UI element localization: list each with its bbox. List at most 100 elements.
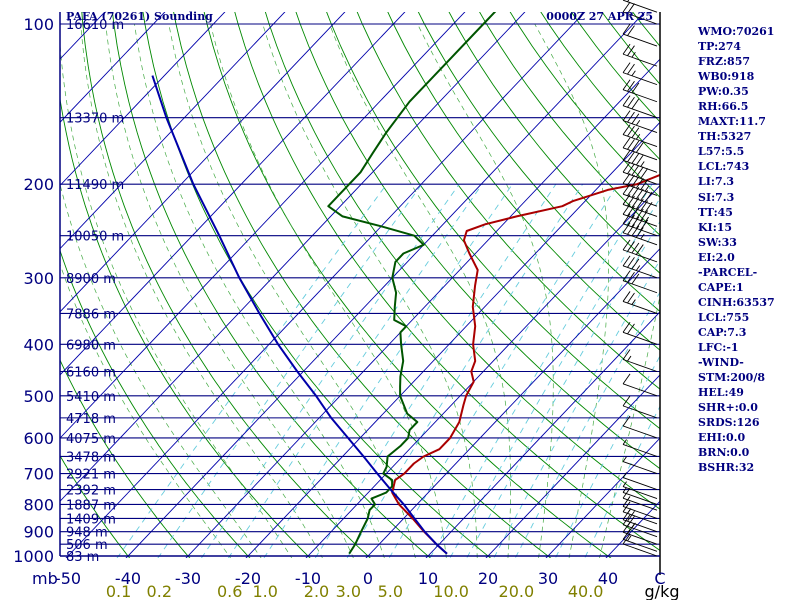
pressure-tick-label: 600: [23, 429, 54, 448]
wind-barb: [622, 415, 658, 439]
pressure-tick-label: 900: [23, 523, 54, 542]
dry-adiabat: [173, 12, 552, 558]
moist-adiabat: [134, 23, 385, 558]
wind-barb: [622, 472, 658, 490]
mixing-ratio-line: [554, 355, 660, 558]
mixing-ratio-line: [388, 183, 619, 558]
chart-time: 0000Z 27 APR 25: [546, 10, 653, 23]
mixing-ratio-line: [157, 183, 423, 558]
plot-area: [60, 12, 660, 556]
index-item: LCL:755: [698, 310, 750, 324]
dry-adiabat: [417, 12, 660, 313]
isotherm: [185, 58, 660, 558]
temperature-tick-label: 30: [538, 569, 558, 588]
mixing-ratio-tick-label: 5.0: [378, 582, 403, 600]
height-labels: 16610 m 13370 m 11490 m 10050 m 8900 m 7886 m…: [66, 18, 124, 565]
index-item: SHR+:0.0: [698, 401, 758, 415]
wind-barb: [622, 373, 658, 397]
temperature-curve: [391, 173, 660, 555]
mixing-ratio-tick-label: 0.6: [217, 582, 242, 600]
mixing-ratio-tick-label: 1.0: [252, 582, 277, 600]
sounding-curves: [151, 12, 660, 555]
wind-barb: [622, 270, 658, 294]
index-item: TP:274: [698, 40, 742, 54]
index-item: WB0:918: [698, 70, 755, 84]
wind-barb: [622, 456, 658, 475]
dry-adiabat: [387, 12, 660, 351]
height-label: 5410 m: [66, 390, 116, 405]
wind-barb: [622, 23, 658, 47]
wind-barb: [622, 0, 658, 13]
index-item: SW:33: [698, 235, 737, 249]
sounding-indices-panel: WMO:70261 TP:274 FRZ:857 WB0:918 PW:0.35 RH:6…: [698, 24, 798, 475]
pressure-tick-label: 200: [23, 175, 54, 194]
pressure-tick-label: 300: [23, 269, 54, 288]
moist-adiabat: [262, 23, 478, 558]
wind-barb: [622, 496, 658, 519]
dry-adiabat: [111, 12, 432, 558]
isotherm: [60, 12, 286, 250]
height-label: 948 m: [66, 526, 108, 541]
mixing-ratio-tick-label: 0.1: [106, 582, 131, 600]
wind-barb: [622, 79, 658, 103]
wind-barbs: [622, 0, 658, 557]
height-label: 2392 m: [66, 484, 116, 499]
pressure-tick-label: 400: [23, 335, 54, 354]
index-item: RH:66.5: [698, 100, 749, 114]
index-item: EI:2.0: [698, 250, 735, 264]
wind-barb: [622, 43, 658, 67]
dry-adiabat: [295, 12, 660, 470]
height-label: 16610 m: [66, 18, 124, 33]
index-item: FRZ:857: [698, 55, 751, 69]
index-item: TT:45: [698, 205, 733, 219]
height-label: 8900 m: [66, 272, 116, 287]
dry-adiabat: [479, 12, 660, 236]
index-item: SRDS:126: [698, 416, 760, 430]
index-item: PW:0.35: [698, 85, 749, 99]
index-item: L57:5.5: [698, 145, 745, 159]
height-label: 11490 m: [66, 178, 124, 193]
isotherm: [60, 12, 406, 376]
dry-adiabat: [356, 12, 660, 390]
dry-adiabat: [326, 12, 660, 430]
wind-barb: [622, 395, 658, 419]
isotherm: [60, 12, 226, 187]
wind-barb: [622, 173, 658, 196]
index-item: HEL:49: [698, 386, 744, 400]
wind-barb: [622, 322, 658, 345]
temperature-corner-label: C: [654, 569, 665, 588]
index-item: CINH:63537: [698, 295, 775, 309]
dry-adiabat: [448, 12, 660, 274]
wind-barb: [622, 514, 658, 538]
isotherm: [60, 12, 166, 123]
height-label: 10050 m: [66, 230, 124, 245]
mixing-ratio-tick-label: 3.0: [336, 582, 361, 600]
moist-adiabat: [60, 263, 232, 558]
index-item: STM:200/8: [698, 371, 765, 385]
index-item: WMO:70261: [698, 25, 775, 38]
mixing-ratio-tick-label: 40.0: [568, 582, 604, 600]
isotherm: [60, 12, 346, 313]
index-item: SI:7.3: [698, 190, 735, 204]
height-label: 1887 m: [66, 498, 116, 513]
wind-barb: [622, 222, 658, 246]
wind-barb: [622, 137, 658, 161]
mixing-ratio-line: [466, 220, 660, 558]
height-label: 6980 m: [66, 338, 116, 353]
temperature-tick-label: -10: [295, 569, 321, 588]
wind-barb: [622, 439, 658, 457]
height-label: 506 m: [66, 538, 108, 553]
temperature-tick-label: 20: [478, 569, 498, 588]
grid-background: [60, 12, 660, 558]
moist-adiabat: [599, 294, 660, 558]
isotherm: [60, 12, 106, 60]
height-label: 6160 m: [66, 366, 116, 381]
mixing-ratio-line: [449, 197, 660, 558]
index-item: LI:7.3: [698, 175, 735, 189]
pressure-tick-label: 100: [23, 15, 54, 34]
dry-adiabat: [264, 12, 660, 510]
wind-barb: [622, 255, 658, 279]
isotherm: [125, 12, 646, 558]
